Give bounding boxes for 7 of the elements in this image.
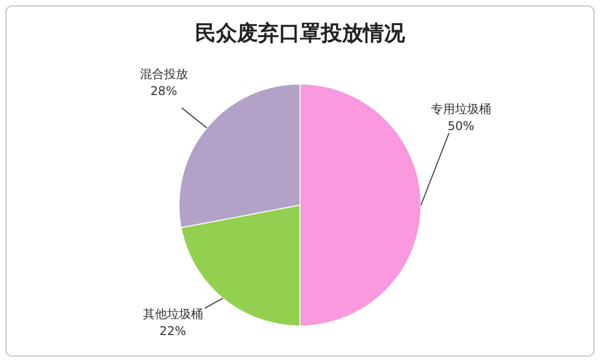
chart-title: 民众废弃口罩投放情况 [195, 21, 406, 45]
data-label: 28% [150, 84, 178, 98]
data-label: 50% [448, 119, 474, 133]
slice-label: 专用垃圾桶 [431, 102, 491, 116]
slice-label: 混合投放 [140, 66, 188, 81]
data-label: 22% [160, 324, 186, 338]
slice-label: 其他垃圾桶 [142, 307, 203, 322]
